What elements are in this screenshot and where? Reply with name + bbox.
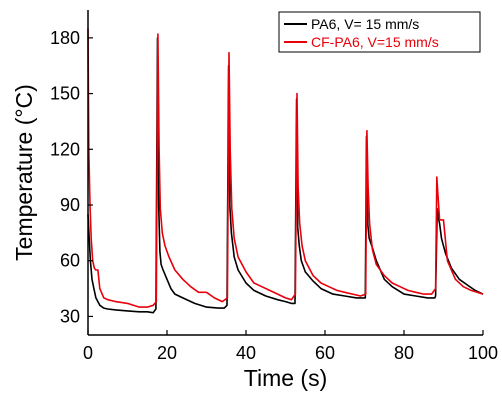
x-tick-label: 100 <box>468 343 498 363</box>
legend-label-cf-pa6: CF-PA6, V=15 mm/s <box>311 34 439 50</box>
series-layer <box>87 28 484 314</box>
x-tick-label: 20 <box>157 343 177 363</box>
x-tick-label: 60 <box>315 343 335 363</box>
x-tick-label: 0 <box>83 343 93 363</box>
legend-box <box>278 11 481 53</box>
ticks-layer: 0 20 40 60 80 100 30 60 90 120 150 180 <box>50 28 498 363</box>
legend: PA6, V= 15 mm/s CF-PA6, V=15 mm/s <box>278 11 481 53</box>
y-axis-title: Temperature (°C) <box>11 84 37 261</box>
y-tick-label: 150 <box>50 84 80 104</box>
x-tick-label: 80 <box>394 343 414 363</box>
y-tick-label: 120 <box>50 139 80 159</box>
x-tick-label: 40 <box>236 343 256 363</box>
x-axis-title: Time (s) <box>244 365 327 391</box>
y-tick-label: 90 <box>60 195 80 215</box>
axes-layer <box>87 10 483 336</box>
y-tick-label: 60 <box>60 251 80 271</box>
y-tick-label: 30 <box>60 306 80 326</box>
y-tick-label: 180 <box>50 28 80 48</box>
legend-label-pa6: PA6, V= 15 mm/s <box>311 16 419 32</box>
series-line-cf-pa6 <box>87 28 484 308</box>
series-line-pa6 <box>87 37 484 314</box>
